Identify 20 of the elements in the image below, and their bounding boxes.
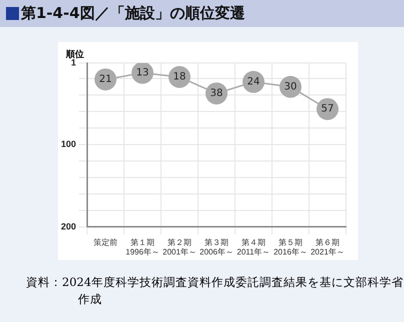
chart-title: 第1-4-4図／「施設」の順位変遷 <box>21 4 245 23</box>
data-label: 38 <box>210 88 223 100</box>
data-label: 13 <box>136 67 149 78</box>
x-tick-label: 第２期 2001年～ <box>162 238 196 256</box>
y-tick-label: 1 <box>71 57 76 68</box>
x-tick-label: 第３期 2006年～ <box>200 238 234 256</box>
data-label: 30 <box>284 81 297 92</box>
text: 資料：2024年度科学技術調査資料作成委託調査結果を基に文部科学省作成 <box>26 274 404 308</box>
y-tick-label: 100 <box>60 138 76 149</box>
data-label: 57 <box>321 104 334 115</box>
x-tick-label: 第４期 2011年～ <box>236 238 270 256</box>
x-tick-label: 第１期 1996年～ <box>126 238 160 256</box>
data-label: 18 <box>173 72 186 83</box>
x-tick-label: 第６期 2021年～ <box>310 238 344 256</box>
y-axis-title: 順位 <box>66 48 84 60</box>
data-label: 24 <box>247 76 260 88</box>
data-label: 21 <box>99 74 112 86</box>
x-tick-label: 第５期 2016年～ <box>274 238 308 256</box>
y-tick-label: 200 <box>60 221 76 232</box>
x-tick-label: 策定前 <box>94 238 118 247</box>
